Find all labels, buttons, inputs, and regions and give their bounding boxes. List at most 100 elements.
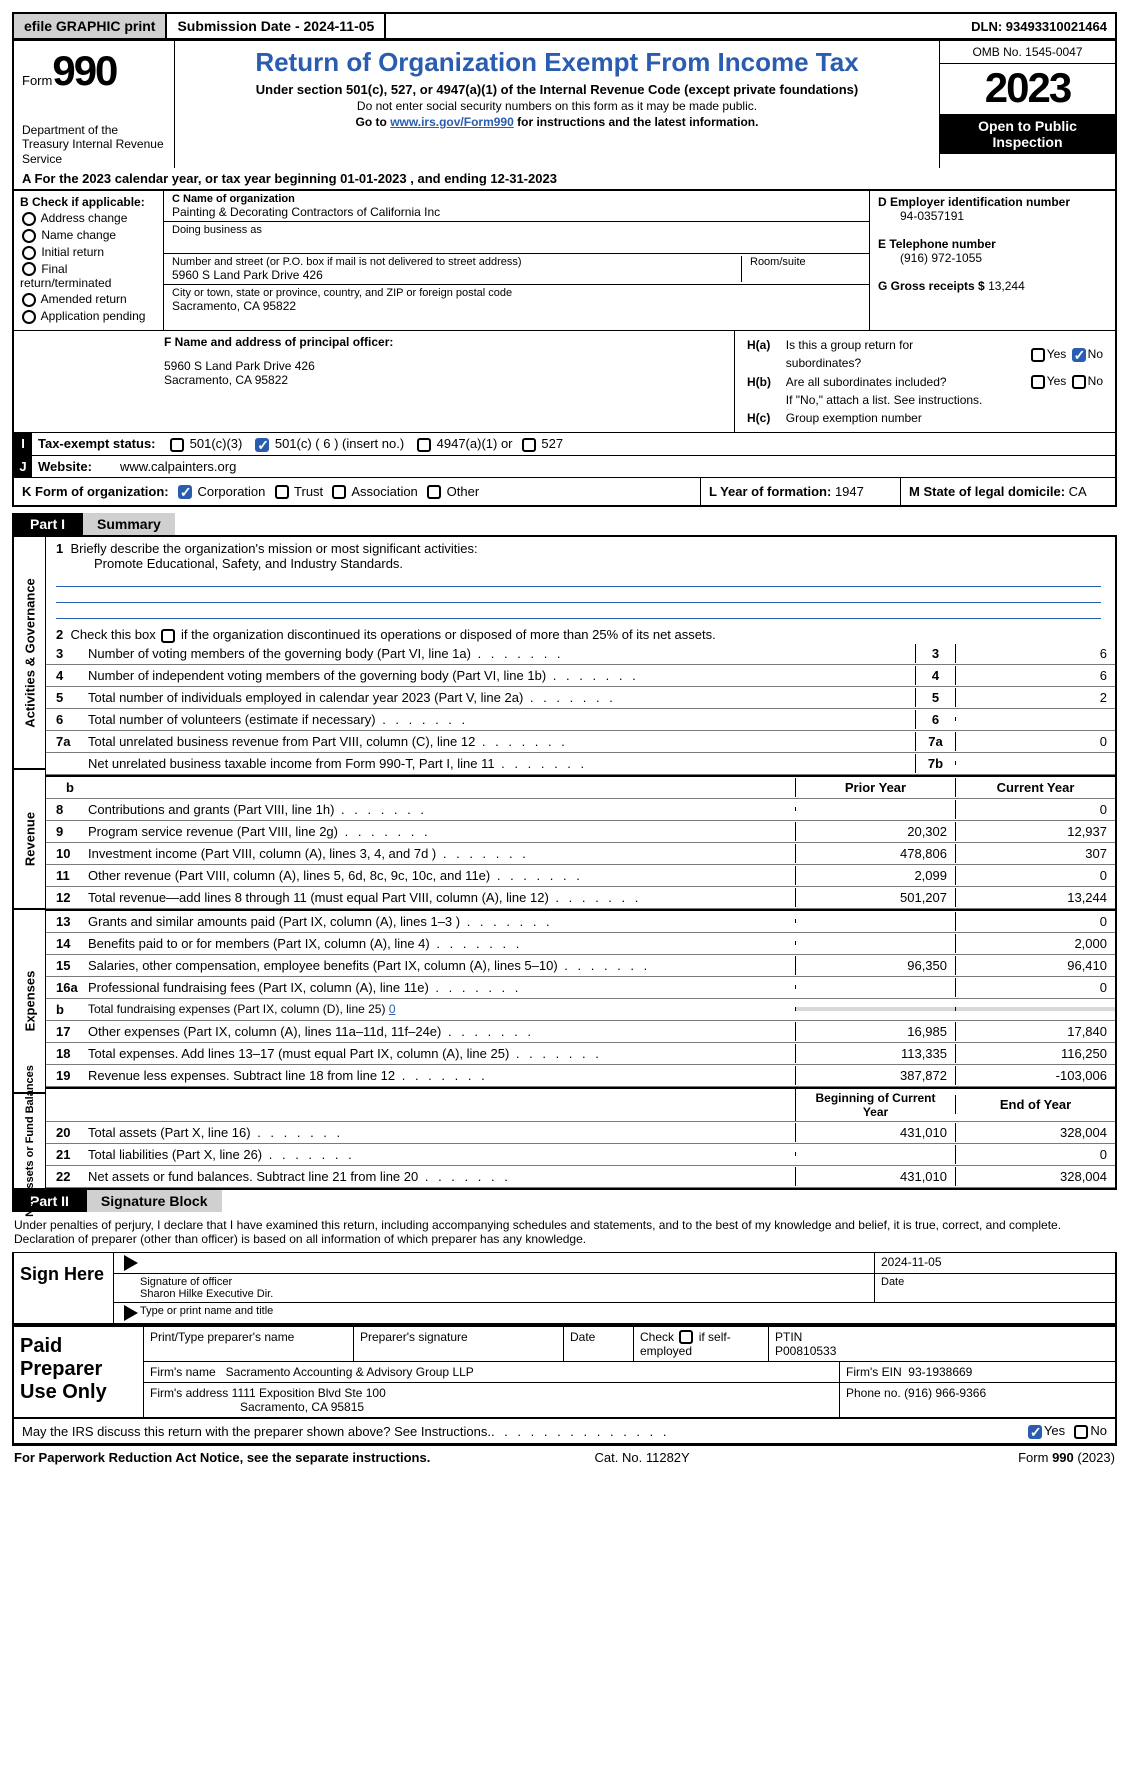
checkbox-final-return[interactable]: [22, 262, 36, 276]
part-1-header: Part I Summary: [12, 513, 1117, 535]
paid-preparer-block: Paid Preparer Use Only Print/Type prepar…: [12, 1325, 1117, 1420]
paid-preparer-label: Paid Preparer Use Only: [14, 1327, 144, 1418]
firm-addr2: Sacramento, CA 95815: [150, 1400, 364, 1414]
part-2-name: Signature Block: [87, 1190, 222, 1212]
summary-table: Activities & Governance Revenue Expenses…: [12, 535, 1117, 1190]
mission-text: Promote Educational, Safety, and Industr…: [94, 556, 403, 571]
row-j-website: J Website: www.calpainters.org: [12, 456, 1117, 478]
footer-paperwork: For Paperwork Reduction Act Notice, see …: [14, 1450, 430, 1465]
checkbox-527[interactable]: [522, 438, 536, 452]
checkbox-name-change[interactable]: [22, 229, 36, 243]
j-label: Website:: [32, 456, 114, 477]
j-website: www.calpainters.org: [114, 456, 242, 477]
checkbox-discuss-no[interactable]: [1074, 1425, 1088, 1439]
money-line: 22Net assets or fund balances. Subtract …: [46, 1166, 1115, 1188]
d-ein: 94-0357191: [878, 209, 1107, 223]
prep-name-hdr: Print/Type preparer's name: [144, 1327, 354, 1362]
col-h-group: H(a) Is this a group return for Yes No s…: [735, 331, 1115, 432]
firm-addr1: 1111 Exposition Blvd Ste 100: [232, 1386, 386, 1400]
col-deg: D Employer identification number 94-0357…: [870, 191, 1115, 330]
checkbox-discuss-yes[interactable]: [1028, 1425, 1042, 1439]
checkbox-hb-no[interactable]: [1072, 375, 1086, 389]
checkbox-application-pending[interactable]: [22, 310, 36, 324]
checkbox-ha-no[interactable]: [1072, 348, 1086, 362]
checkbox-other[interactable]: [427, 485, 441, 499]
col-b-checkboxes: B Check if applicable: Address change Na…: [14, 191, 164, 330]
page-footer: For Paperwork Reduction Act Notice, see …: [12, 1446, 1117, 1469]
firm-phone: (916) 966-9366: [904, 1386, 986, 1400]
checkbox-trust[interactable]: [275, 485, 289, 499]
firm-name: Sacramento Accounting & Advisory Group L…: [226, 1365, 474, 1379]
firm-phone-label: Phone no.: [846, 1386, 901, 1400]
irs-link[interactable]: www.irs.gov/Form990: [390, 115, 514, 129]
money-line: 11Other revenue (Part VIII, column (A), …: [46, 865, 1115, 887]
firm-ein-label: Firm's EIN: [846, 1365, 902, 1379]
form-subtitle-1: Under section 501(c), 527, or 4947(a)(1)…: [183, 82, 931, 97]
money-line: 8Contributions and grants (Part VIII, li…: [46, 799, 1115, 821]
part-2-header: Part II Signature Block: [12, 1190, 1117, 1212]
net-header-row: Beginning of Current Year End of Year: [46, 1089, 1115, 1122]
prep-date-hdr: Date: [564, 1327, 634, 1362]
m-state-domicile: M State of legal domicile: CA: [900, 478, 1115, 506]
money-line: 13Grants and similar amounts paid (Part …: [46, 911, 1115, 933]
sign-date: 2024-11-05: [881, 1255, 942, 1269]
firm-addr-label: Firm's address: [150, 1386, 228, 1400]
perjury-statement: Under penalties of perjury, I declare th…: [12, 1212, 1117, 1253]
checkbox-discontinued[interactable]: [161, 629, 175, 643]
col-f-officer: F Name and address of principal officer:…: [14, 331, 735, 432]
prep-self-hdr: Check if self-employed: [634, 1327, 769, 1362]
checkbox-amended-return[interactable]: [22, 293, 36, 307]
e-tel-label: E Telephone number: [878, 237, 1107, 251]
money-line: 18Total expenses. Add lines 13–17 (must …: [46, 1043, 1115, 1065]
sec-expenses: 13Grants and similar amounts paid (Part …: [46, 911, 1115, 1089]
money-line: 12Total revenue—add lines 8 through 11 (…: [46, 887, 1115, 909]
efile-print-button[interactable]: efile GRAPHIC print: [14, 14, 167, 38]
f-addr1: 5960 S Land Park Drive 426: [164, 359, 724, 373]
irs-discuss-question: May the IRS discuss this return with the…: [12, 1419, 1117, 1446]
omb-year-block: OMB No. 1545-0047 2023 Open to Public In…: [940, 41, 1115, 168]
checkbox-ha-yes[interactable]: [1031, 348, 1045, 362]
omb-number: OMB No. 1545-0047: [940, 41, 1115, 64]
money-line: 10Investment income (Part VIII, column (…: [46, 843, 1115, 865]
e-tel: (916) 972-1055: [878, 251, 1107, 265]
c-name-label: C Name of organization: [172, 193, 861, 205]
section-fh: F Name and address of principal officer:…: [12, 331, 1117, 433]
gov-line: Net unrelated business taxable income fr…: [46, 753, 1115, 775]
form-id-block: Form990 Department of the Treasury Inter…: [14, 41, 174, 168]
g-gross: 13,244: [988, 279, 1025, 293]
money-line: 21Total liabilities (Part X, line 26)0: [46, 1144, 1115, 1166]
i-label: Tax-exempt status:: [32, 433, 162, 455]
checkbox-association[interactable]: [332, 485, 346, 499]
part-1-name: Summary: [83, 513, 175, 535]
revenue-header-row: b Prior Year Current Year: [46, 777, 1115, 799]
money-line: 9Program service revenue (Part VIII, lin…: [46, 821, 1115, 843]
efile-topbar: efile GRAPHIC print Submission Date - 20…: [12, 12, 1117, 41]
section-bcd: B Check if applicable: Address change Na…: [12, 191, 1117, 331]
checkbox-corporation[interactable]: [178, 485, 192, 499]
checkbox-501c[interactable]: [255, 438, 269, 452]
money-line: bTotal fundraising expenses (Part IX, co…: [46, 999, 1115, 1021]
g-gross-label: G Gross receipts $: [878, 279, 985, 293]
gov-line: 6Total number of volunteers (estimate if…: [46, 709, 1115, 731]
checkbox-4947a1[interactable]: [417, 438, 431, 452]
gov-line: 5Total number of individuals employed in…: [46, 687, 1115, 709]
part-1-tag: Part I: [12, 513, 83, 535]
money-line: 19Revenue less expenses. Subtract line 1…: [46, 1065, 1115, 1087]
form-header: Form990 Department of the Treasury Inter…: [12, 41, 1117, 168]
checkbox-hb-yes[interactable]: [1031, 375, 1045, 389]
checkbox-address-change[interactable]: [22, 212, 36, 226]
form-subtitle-2: Do not enter social security numbers on …: [183, 99, 931, 113]
sign-date-label: Date: [875, 1274, 1115, 1302]
checkbox-initial-return[interactable]: [22, 246, 36, 260]
checkbox-self-employed[interactable]: [679, 1330, 693, 1344]
ha-text1: Is this a group return for: [784, 337, 1000, 353]
footer-catno: Cat. No. 11282Y: [595, 1450, 690, 1465]
ha-text2: subordinates?: [784, 355, 1000, 371]
hc-label: H(c): [745, 410, 782, 426]
vtab-revenue: Revenue: [14, 770, 46, 910]
sig-of-officer-label: Signature of officer: [140, 1276, 232, 1288]
i-tag: I: [14, 433, 32, 455]
checkbox-501c3[interactable]: [170, 438, 184, 452]
firm-ein: 93-1938669: [908, 1365, 972, 1379]
sign-here-label: Sign Here: [14, 1253, 114, 1323]
